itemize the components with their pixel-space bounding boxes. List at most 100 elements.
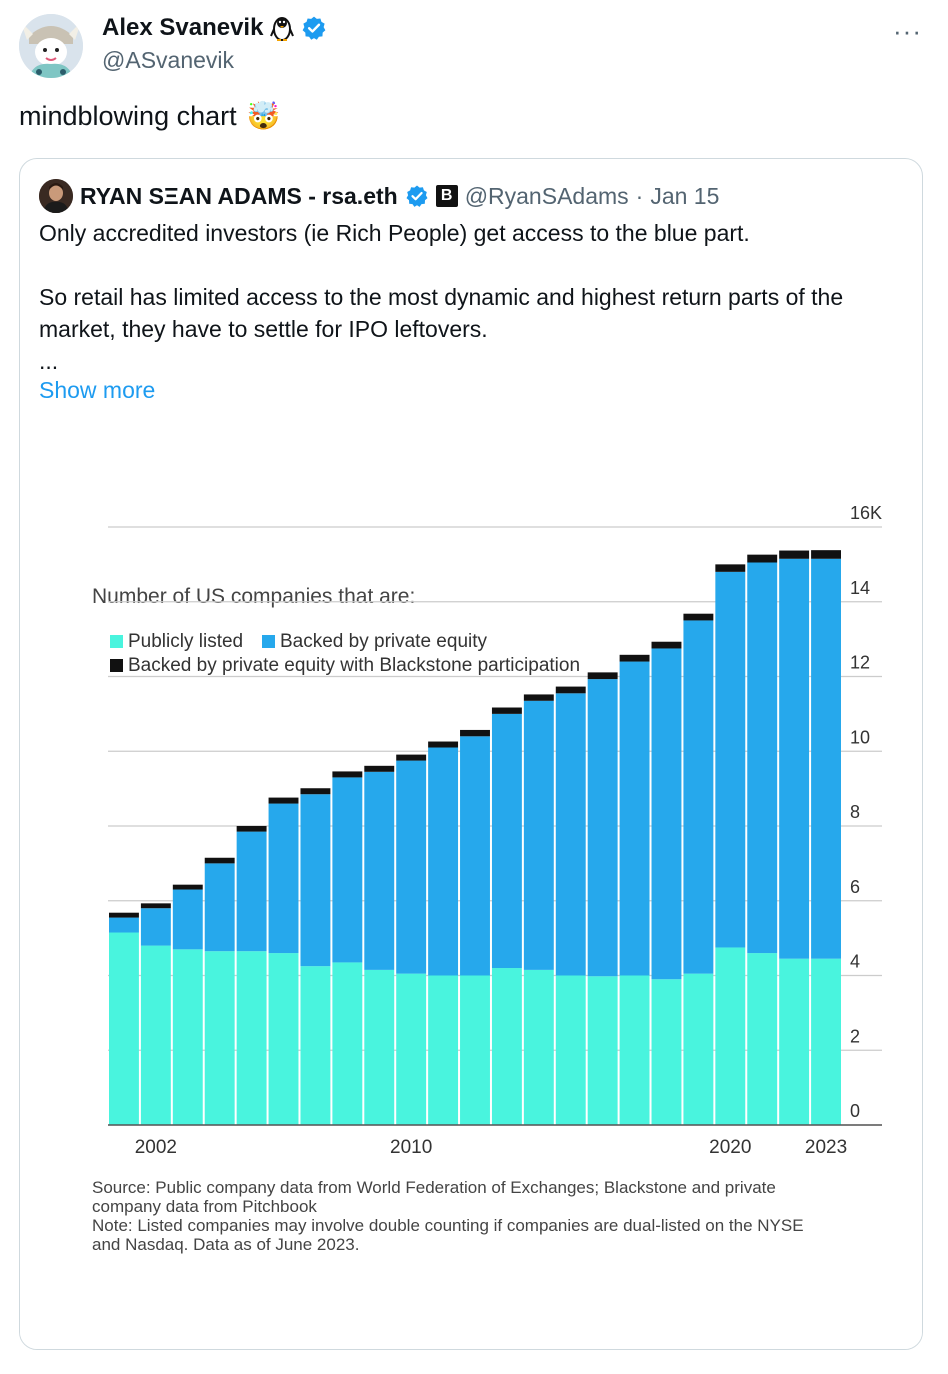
tweet-text-body: mindblowing chart: [19, 100, 237, 131]
bar-private: [555, 693, 586, 976]
bar-public: [364, 969, 395, 1125]
bar-blackstone: [109, 912, 139, 918]
x-tick-label: 2020: [709, 1137, 751, 1158]
bar-private: [491, 713, 522, 969]
verified-badge-icon[interactable]: [301, 15, 327, 41]
bar-public: [332, 962, 363, 1125]
author-avatar[interactable]: [19, 14, 83, 78]
bar-public: [683, 973, 714, 1125]
author-name-row: Alex Svanevik: [102, 14, 327, 42]
bar-public: [396, 973, 427, 1125]
legend-label-blackstone: Backed by private equity with Blackstone…: [128, 655, 580, 676]
quoted-author-handle[interactable]: @RyanSAdams: [464, 182, 629, 209]
bar-private: [396, 760, 427, 974]
y-tick-label: 16K: [850, 503, 882, 523]
quoted-ellipsis: ...: [39, 348, 59, 374]
y-tick-label: 10: [850, 727, 870, 747]
bar-blackstone: [236, 825, 267, 832]
bar-public: [204, 951, 235, 1125]
bar-blackstone: [364, 765, 395, 772]
bar-blackstone: [332, 771, 363, 778]
bar-private: [683, 620, 714, 974]
bar-blackstone: [460, 729, 490, 737]
chart-image[interactable]: Number of US companies that are: Publicly…: [20, 417, 922, 1349]
bar-private: [236, 831, 267, 952]
x-tick-label: 2002: [135, 1137, 177, 1158]
bar-public: [300, 966, 331, 1125]
penguin-icon: [270, 17, 295, 41]
legend-label-private: Backed by private equity: [280, 631, 488, 652]
bar-blackstone: [172, 884, 203, 890]
author-name[interactable]: Alex Svanevik: [102, 14, 264, 41]
bar-public: [491, 968, 522, 1125]
bar-private: [428, 747, 459, 976]
bar-blackstone: [779, 550, 810, 559]
quoted-tweet[interactable]: RYAN SΞAN ADAMS - rsa.eth B @RyanSAdams …: [19, 158, 923, 1350]
quoted-date[interactable]: Jan 15: [650, 182, 720, 209]
quoted-line-1: Only accredited investors (ie Rich Peopl…: [39, 220, 750, 246]
chart-note: Note: Listed companies may involve doubl…: [92, 1216, 804, 1235]
bar-blackstone: [651, 641, 682, 649]
bar-public: [140, 945, 171, 1125]
bar-public: [236, 951, 267, 1125]
person-avatar-icon: [39, 179, 73, 213]
exploding-head-emoji: 🤯: [246, 101, 281, 131]
y-tick-label: 8: [850, 802, 860, 822]
bar-public: [268, 953, 299, 1125]
bar-public: [651, 979, 682, 1125]
bar-blackstone: [268, 797, 299, 804]
bankless-badge-label: B: [440, 187, 453, 204]
bar-blackstone: [491, 707, 522, 714]
bar-blackstone: [140, 903, 171, 909]
bar-private: [619, 661, 650, 976]
y-tick-label: 14: [850, 578, 870, 598]
bankless-badge-icon[interactable]: B: [435, 185, 458, 207]
viking-avatar-icon: [19, 14, 83, 78]
x-tick-label: 2010: [390, 1137, 432, 1158]
y-tick-label: 4: [850, 952, 860, 972]
bar-private: [715, 571, 746, 948]
bar-public: [555, 975, 586, 1125]
bar-private: [587, 679, 618, 977]
bar-blackstone: [683, 613, 714, 621]
bar-blackstone: [747, 554, 778, 563]
bar-private: [651, 648, 682, 980]
bar-public: [428, 975, 459, 1125]
bar-blackstone: [204, 857, 235, 864]
chart-source: company data from Pitchbook: [92, 1197, 317, 1216]
more-options-icon[interactable]: ···: [893, 16, 922, 46]
y-tick-label: 0: [850, 1101, 860, 1121]
bar-blackstone: [396, 754, 427, 761]
bar-public: [460, 975, 490, 1125]
bar-public: [587, 976, 618, 1125]
verified-badge-icon[interactable]: [405, 184, 429, 208]
bar-private: [747, 562, 778, 954]
bar-private: [779, 558, 810, 959]
bar-public: [779, 958, 810, 1125]
quoted-tweet-text: Only accredited investors (ie Rich Peopl…: [39, 217, 909, 377]
separator-dot: ·: [635, 182, 644, 209]
quoted-author-avatar[interactable]: [39, 179, 73, 213]
y-tick-label: 2: [850, 1026, 860, 1046]
quoted-line-2: So retail has limited access to the most…: [39, 284, 844, 342]
quoted-tweet-header: RYAN SΞAN ADAMS - rsa.eth B @RyanSAdams …: [39, 179, 719, 213]
y-tick-label: 12: [850, 653, 870, 673]
chart-note: and Nasdaq. Data as of June 2023.: [92, 1235, 359, 1254]
quoted-author-name[interactable]: RYAN SΞAN ADAMS - rsa.eth: [80, 182, 398, 209]
bar-blackstone: [811, 550, 841, 559]
bar-blackstone: [428, 741, 459, 748]
bar-private: [204, 863, 235, 952]
bar-private: [109, 917, 139, 933]
bar-private: [268, 803, 299, 954]
legend-label-public: Publicly listed: [128, 631, 243, 652]
bar-public: [811, 958, 841, 1125]
bar-private: [332, 777, 363, 963]
bar-blackstone: [715, 564, 746, 572]
author-handle[interactable]: @ASvanevik: [102, 47, 235, 73]
x-tick-label: 2023: [805, 1137, 847, 1158]
bar-private: [460, 736, 490, 976]
show-more-link[interactable]: Show more: [39, 377, 156, 403]
bar-private: [523, 700, 554, 970]
bar-private: [364, 771, 395, 970]
bar-blackstone: [555, 686, 586, 694]
